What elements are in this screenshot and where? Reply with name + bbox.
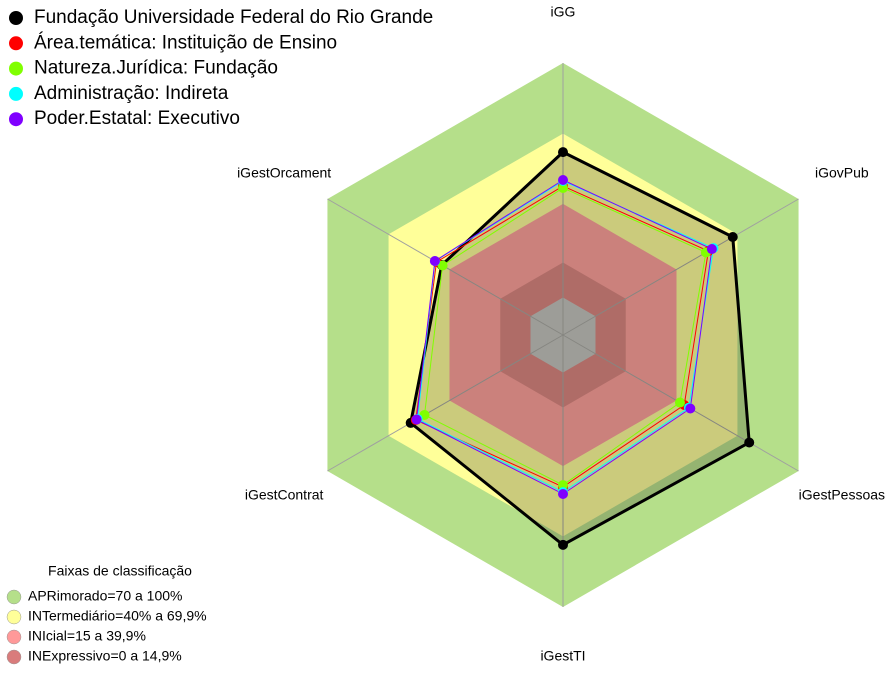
band-legend-marker <box>6 589 22 605</box>
legend-label: Administração: Indireta <box>34 83 229 104</box>
series-point <box>744 437 755 448</box>
series-point <box>706 244 717 255</box>
axis-label: iGestContrat <box>245 487 324 503</box>
spoke <box>562 198 799 336</box>
legend-label: Área.temática: Instituição de Ensino <box>34 32 337 53</box>
band-legend-marker <box>6 649 22 665</box>
legend-marker <box>9 112 23 127</box>
series-point <box>727 231 738 242</box>
axis-label: iGovPub <box>815 165 869 181</box>
legend-label: Poder.Estatal: Executivo <box>34 108 240 129</box>
series-point <box>558 539 568 550</box>
legend-marker <box>9 86 23 101</box>
series-point <box>558 488 568 499</box>
series-point <box>429 256 440 267</box>
spoke <box>327 334 564 472</box>
series-point <box>674 397 685 408</box>
series-point <box>558 175 568 186</box>
axis-label: iGestTI <box>540 648 585 664</box>
legend-label: Fundação Universidade Federal do Rio Gra… <box>34 7 433 28</box>
band-legend-label: INIcial=15 a 39,9% <box>28 628 146 644</box>
axis-label: iGestPessoas <box>799 487 885 503</box>
series-point <box>558 480 568 491</box>
axis-label: iGG <box>551 4 576 20</box>
axis-label: iGestOrcament <box>237 165 331 181</box>
band-legend-label: APRimorado=70 a 100% <box>28 588 183 604</box>
series-point <box>685 403 696 414</box>
legend-marker <box>9 36 23 51</box>
series-point <box>411 414 422 425</box>
bands-title: Faixas de classificação <box>48 563 192 579</box>
band-legend-label: INExpressivo=0 a 14,9% <box>28 648 182 664</box>
series-point <box>558 147 568 158</box>
band-legend-label: INTermediário=40% a 69,9% <box>28 608 207 624</box>
legend-marker <box>9 11 23 25</box>
series-point <box>437 260 448 271</box>
series-point <box>558 182 568 193</box>
band-legend-marker <box>6 609 22 625</box>
legend-marker <box>9 61 23 76</box>
band-legend-marker <box>6 629 22 645</box>
legend-label: Natureza.Jurídica: Fundação <box>34 58 278 79</box>
